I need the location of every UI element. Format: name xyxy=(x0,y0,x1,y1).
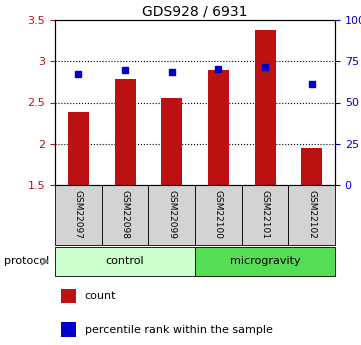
Bar xyxy=(195,247,335,276)
Bar xyxy=(208,69,229,185)
Text: count: count xyxy=(85,291,116,301)
Bar xyxy=(102,185,148,245)
Bar xyxy=(68,112,89,185)
Text: GSM22097: GSM22097 xyxy=(74,190,83,239)
Text: percentile rank within the sample: percentile rank within the sample xyxy=(85,325,273,335)
Text: GSM22100: GSM22100 xyxy=(214,190,223,239)
Title: GDS928 / 6931: GDS928 / 6931 xyxy=(142,5,248,19)
Text: microgravity: microgravity xyxy=(230,256,300,266)
Bar xyxy=(195,185,242,245)
Text: control: control xyxy=(106,256,144,266)
Bar xyxy=(148,185,195,245)
Text: GSM22102: GSM22102 xyxy=(307,190,316,239)
Bar xyxy=(288,185,335,245)
Bar xyxy=(61,289,76,304)
Text: protocol: protocol xyxy=(4,256,49,266)
Bar xyxy=(161,98,182,185)
Bar xyxy=(242,185,288,245)
Text: GSM22099: GSM22099 xyxy=(167,190,176,239)
Bar xyxy=(55,247,195,276)
Text: GSM22098: GSM22098 xyxy=(121,190,130,239)
Bar xyxy=(114,79,135,185)
Bar xyxy=(55,185,102,245)
Text: GSM22101: GSM22101 xyxy=(261,190,270,239)
Bar xyxy=(301,148,322,185)
Bar xyxy=(61,322,76,337)
Bar xyxy=(255,30,275,185)
